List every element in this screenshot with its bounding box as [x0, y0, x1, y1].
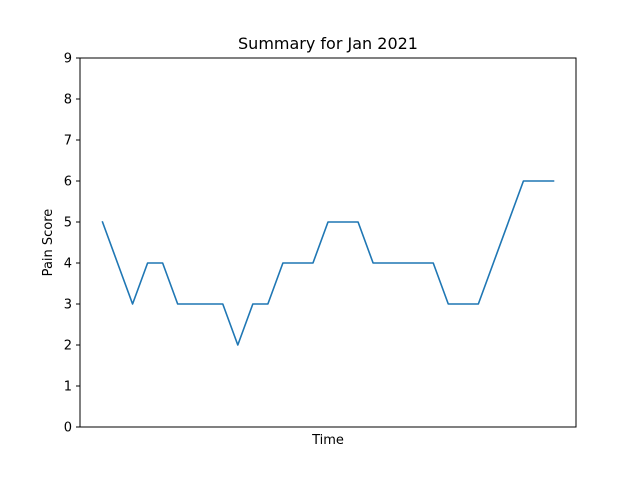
y-tick-label: 7 — [64, 134, 72, 149]
y-tick-label: 9 — [64, 52, 72, 67]
x-axis-label: Time — [311, 433, 344, 448]
y-tick-label: 2 — [64, 339, 72, 354]
series-line — [101, 180, 555, 346]
y-tick-label: 0 — [64, 421, 72, 436]
y-axis: 0 1 2 3 4 5 6 7 8 9 — [64, 52, 80, 436]
y-tick-label: 1 — [64, 380, 72, 395]
plot-area — [79, 57, 577, 428]
y-tick-label: 4 — [64, 257, 72, 272]
y-tick-label: 8 — [64, 93, 72, 108]
chart-title: Summary for Jan 2021 — [238, 34, 418, 53]
y-tick-label: 6 — [64, 175, 72, 190]
y-tick-label: 5 — [64, 216, 72, 231]
y-tick-label: 3 — [64, 298, 72, 313]
y-axis-label: Pain Score — [41, 209, 56, 277]
